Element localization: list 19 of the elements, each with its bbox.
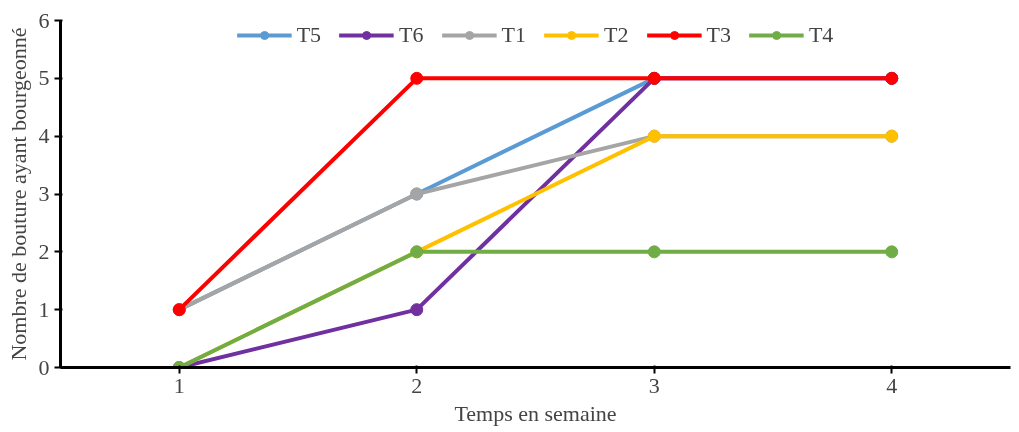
y-tick-label: 4 xyxy=(38,123,50,149)
x-tick-label: 4 xyxy=(886,372,898,398)
x-axis-title: Temps en semaine xyxy=(454,400,617,426)
y-tick-label: 2 xyxy=(38,238,50,264)
x-tick-label: 3 xyxy=(648,372,660,398)
y-tick-label: 5 xyxy=(38,65,50,91)
y-tick-label: 1 xyxy=(38,296,50,322)
y-tick-label: 3 xyxy=(38,181,50,206)
legend-label: T2 xyxy=(604,22,629,48)
legend-label: T3 xyxy=(706,22,731,48)
legend-label: T5 xyxy=(296,22,322,48)
legend-label: T4 xyxy=(808,22,834,48)
legend-label: T1 xyxy=(501,22,526,48)
x-tick-label: 1 xyxy=(173,372,185,398)
legend-label: T6 xyxy=(399,22,424,48)
y-tick-label: 6 xyxy=(38,7,50,33)
y-axis-title: Nombre de bouture ayant bourgeonné xyxy=(5,27,31,361)
y-tick-label: 0 xyxy=(38,354,50,380)
x-tick-label: 2 xyxy=(411,372,423,398)
